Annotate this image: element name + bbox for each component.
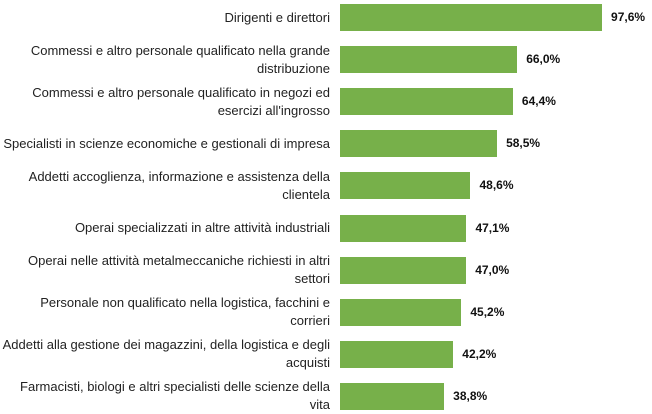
value-label: 97,6% xyxy=(611,10,646,24)
category-label: Operai specializzati in altre attività i… xyxy=(0,208,330,248)
value-label: 38,8% xyxy=(453,388,488,403)
bar xyxy=(340,298,462,326)
value-label: 47,1% xyxy=(475,220,510,235)
category-label: Personale non qualificato nella logistic… xyxy=(0,292,330,332)
bar xyxy=(340,88,513,116)
bar xyxy=(340,46,518,74)
value-label: 66,0% xyxy=(526,52,561,67)
category-text: Specialisti in scienze economiche e gest… xyxy=(3,135,330,151)
category-text: Farmacisti, biologi e altri specialisti … xyxy=(20,379,330,413)
value-label: 45,2% xyxy=(470,304,505,319)
bar xyxy=(340,172,471,200)
bar xyxy=(340,4,603,31)
category-text: Operai specializzati in altre attività i… xyxy=(74,220,330,235)
bar xyxy=(340,214,467,242)
category-text: Addetti alla gestione dei magazzini, del… xyxy=(2,337,330,371)
bar xyxy=(340,130,498,158)
category-label: Operai nelle attività metalmeccaniche ri… xyxy=(0,250,330,290)
bar xyxy=(340,256,467,284)
value-label: 48,6% xyxy=(479,178,514,193)
category-text: Addetti accoglienza, informazione e assi… xyxy=(28,168,330,202)
category-text: Commessi e altro personale qualificato n… xyxy=(30,42,330,76)
category-text: Dirigenti e direttori xyxy=(224,9,331,25)
category-label: Specialisti in scienze economiche e gest… xyxy=(0,124,330,164)
bar xyxy=(340,382,445,410)
category-text: Operai nelle attività metalmeccaniche ri… xyxy=(27,253,330,287)
value-label: 47,0% xyxy=(475,262,510,277)
value-label: 42,2% xyxy=(462,346,497,361)
value-label: 58,5% xyxy=(506,136,541,151)
category-label: Commessi e altro personale qualificato n… xyxy=(0,40,330,80)
category-text: Commessi e altro personale qualificato i… xyxy=(32,84,330,118)
category-text: Personale non qualificato nella logistic… xyxy=(40,295,330,329)
category-label: Addetti alla gestione dei magazzini, del… xyxy=(0,334,330,374)
value-label: 64,4% xyxy=(521,94,556,109)
category-label: Dirigenti e direttori xyxy=(0,0,331,38)
category-label: Addetti accoglienza, informazione e assi… xyxy=(0,166,330,206)
bar xyxy=(340,340,454,368)
category-label: Farmacisti, biologi e altri specialisti … xyxy=(0,376,330,414)
category-label: Commessi e altro personale qualificato i… xyxy=(0,82,330,122)
